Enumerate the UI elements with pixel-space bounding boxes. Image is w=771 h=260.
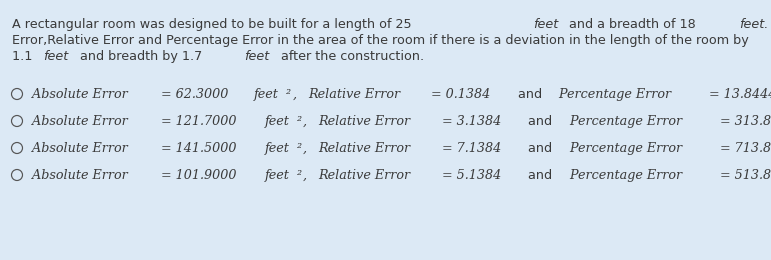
Text: Relative Error: Relative Error: [318, 115, 411, 128]
Text: feet: feet: [244, 50, 269, 63]
Text: ,: ,: [303, 169, 315, 182]
Text: Relative Error: Relative Error: [318, 169, 411, 182]
Text: and: and: [524, 115, 557, 128]
Text: Absolute Error: Absolute Error: [28, 169, 128, 182]
Text: feet: feet: [254, 88, 279, 101]
Text: = 5.1384: = 5.1384: [437, 169, 505, 182]
Text: Percentage Error: Percentage Error: [566, 142, 682, 155]
Text: ,: ,: [303, 142, 315, 155]
Text: = 0.1384: = 0.1384: [427, 88, 494, 101]
Text: 1.1: 1.1: [12, 50, 36, 63]
Text: = 713.8444: = 713.8444: [715, 142, 771, 155]
Text: feet: feet: [264, 169, 289, 182]
Text: feet: feet: [264, 115, 289, 128]
Text: = 101.9000: = 101.9000: [157, 169, 241, 182]
Text: Percentage Error: Percentage Error: [566, 169, 682, 182]
Text: ,: ,: [293, 88, 305, 101]
Text: ²: ²: [286, 88, 291, 101]
Text: ²: ²: [297, 142, 301, 155]
Text: feet: feet: [264, 142, 289, 155]
Text: Percentage Error: Percentage Error: [566, 115, 682, 128]
Text: Error,Relative Error and Percentage Error in the area of the room if there is a : Error,Relative Error and Percentage Erro…: [12, 34, 749, 47]
Text: = 121.7000: = 121.7000: [157, 115, 241, 128]
Text: A rectangular room was designed to be built for a length of 25: A rectangular room was designed to be bu…: [12, 18, 416, 31]
Text: Relative Error: Relative Error: [308, 88, 400, 101]
Text: and: and: [524, 142, 557, 155]
Text: = 7.1384: = 7.1384: [437, 142, 505, 155]
Text: ,: ,: [303, 115, 315, 128]
Text: = 513.8444: = 513.8444: [715, 169, 771, 182]
Text: and: and: [513, 88, 546, 101]
Text: and breadth by 1.7: and breadth by 1.7: [76, 50, 207, 63]
Text: Absolute Error: Absolute Error: [28, 115, 128, 128]
Text: feet: feet: [43, 50, 69, 63]
Text: Relative Error: Relative Error: [318, 142, 411, 155]
Text: Percentage Error: Percentage Error: [555, 88, 672, 101]
Text: after the construction.: after the construction.: [277, 50, 424, 63]
Text: Absolute Error: Absolute Error: [28, 88, 128, 101]
Text: ²: ²: [297, 169, 301, 182]
Text: Absolute Error: Absolute Error: [28, 142, 128, 155]
Text: and: and: [524, 169, 557, 182]
Text: ²: ²: [297, 115, 301, 128]
Text: = 13.8444: = 13.8444: [705, 88, 771, 101]
Text: = 62.3000: = 62.3000: [157, 88, 232, 101]
Text: = 3.1384: = 3.1384: [437, 115, 505, 128]
Text: feet.: feet.: [739, 18, 769, 31]
Text: = 141.5000: = 141.5000: [157, 142, 241, 155]
Text: = 313.8444: = 313.8444: [715, 115, 771, 128]
Text: and a breadth of 18: and a breadth of 18: [565, 18, 700, 31]
Text: feet: feet: [533, 18, 558, 31]
